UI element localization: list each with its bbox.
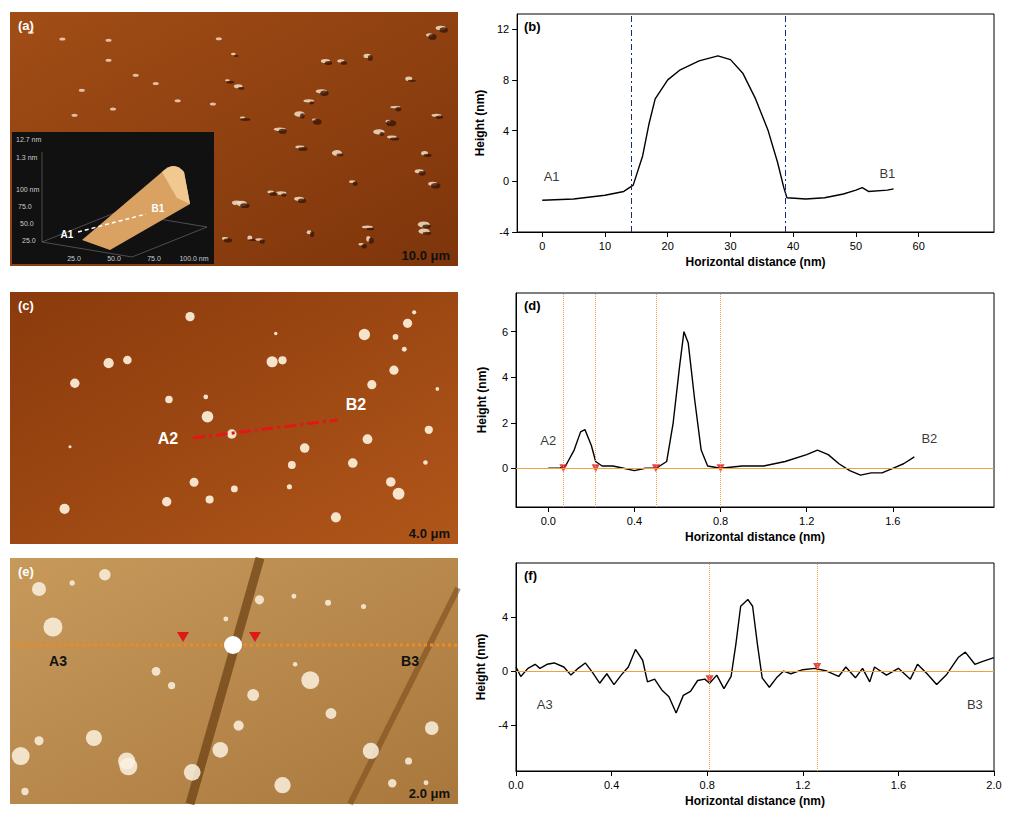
svg-text:-4: -4 [498, 719, 508, 731]
svg-text:0: 0 [539, 240, 545, 252]
svg-text:8: 8 [503, 74, 509, 86]
svg-text:100.0 nm: 100.0 nm [179, 255, 208, 262]
svg-text:12: 12 [497, 23, 509, 35]
svg-text:0.0: 0.0 [541, 515, 556, 527]
svg-text:2.0: 2.0 [986, 779, 1001, 791]
svg-text:0.4: 0.4 [604, 779, 619, 791]
svg-text:B1: B1 [879, 166, 895, 181]
svg-text:4: 4 [503, 125, 509, 137]
svg-text:75.0: 75.0 [147, 255, 161, 262]
svg-text:1.3 nm: 1.3 nm [16, 154, 38, 161]
svg-text:10: 10 [599, 240, 611, 252]
svg-text:A3: A3 [537, 697, 553, 712]
svg-text:A2: A2 [158, 430, 179, 447]
svg-text:0: 0 [502, 462, 508, 474]
svg-text:Horizontal distance (nm): Horizontal distance (nm) [685, 530, 825, 544]
svg-text:6: 6 [502, 326, 508, 338]
svg-text:A1: A1 [61, 229, 74, 240]
svg-text:Height (nm): Height (nm) [474, 634, 488, 701]
svg-text:0: 0 [503, 175, 509, 187]
svg-text:1.6: 1.6 [885, 515, 900, 527]
svg-text:50: 50 [850, 240, 862, 252]
svg-text:(a): (a) [18, 18, 34, 33]
svg-text:25.0: 25.0 [67, 255, 81, 262]
svg-text:12.7 nm: 12.7 nm [16, 136, 41, 143]
svg-text:(c): (c) [18, 298, 34, 313]
svg-text:B1: B1 [152, 203, 165, 214]
svg-text:Horizontal distance (nm): Horizontal distance (nm) [685, 794, 825, 808]
svg-text:A3: A3 [49, 653, 67, 669]
svg-text:60: 60 [913, 240, 925, 252]
svg-text:20: 20 [662, 240, 674, 252]
svg-text:-4: -4 [499, 226, 509, 238]
svg-text:(e): (e) [18, 564, 34, 579]
svg-text:(b): (b) [524, 19, 541, 34]
svg-text:0.8: 0.8 [713, 515, 728, 527]
svg-text:Height (nm): Height (nm) [473, 90, 487, 157]
svg-text:B2: B2 [346, 396, 367, 413]
svg-text:4.0 μm: 4.0 μm [409, 526, 450, 541]
svg-text:75.0: 75.0 [18, 203, 32, 210]
svg-text:30: 30 [724, 240, 736, 252]
svg-text:40: 40 [787, 240, 799, 252]
svg-text:(d): (d) [524, 298, 541, 313]
svg-text:4: 4 [502, 371, 508, 383]
svg-text:25.0: 25.0 [22, 237, 36, 244]
svg-text:(f): (f) [524, 568, 537, 583]
svg-text:Height (nm): Height (nm) [475, 367, 489, 434]
svg-text:50.0: 50.0 [20, 220, 34, 227]
svg-text:1.6: 1.6 [891, 779, 906, 791]
svg-text:50.0: 50.0 [107, 255, 121, 262]
svg-text:1.2: 1.2 [799, 515, 814, 527]
svg-text:4: 4 [502, 611, 508, 623]
svg-text:B3: B3 [401, 653, 419, 669]
svg-text:A1: A1 [544, 169, 560, 184]
svg-text:0.8: 0.8 [700, 779, 715, 791]
svg-text:2: 2 [502, 417, 508, 429]
svg-text:1.2: 1.2 [795, 779, 810, 791]
svg-text:2.0 μm: 2.0 μm [409, 786, 450, 801]
svg-text:Horizontal distance (nm): Horizontal distance (nm) [686, 255, 826, 269]
svg-text:B2: B2 [921, 431, 937, 446]
svg-text:B3: B3 [967, 697, 983, 712]
svg-text:0.4: 0.4 [627, 515, 642, 527]
svg-text:10.0 μm: 10.0 μm [402, 248, 450, 263]
svg-text:0: 0 [502, 665, 508, 677]
svg-text:100 nm: 100 nm [16, 186, 40, 193]
svg-text:0.0: 0.0 [508, 779, 523, 791]
svg-text:A2: A2 [540, 433, 556, 448]
